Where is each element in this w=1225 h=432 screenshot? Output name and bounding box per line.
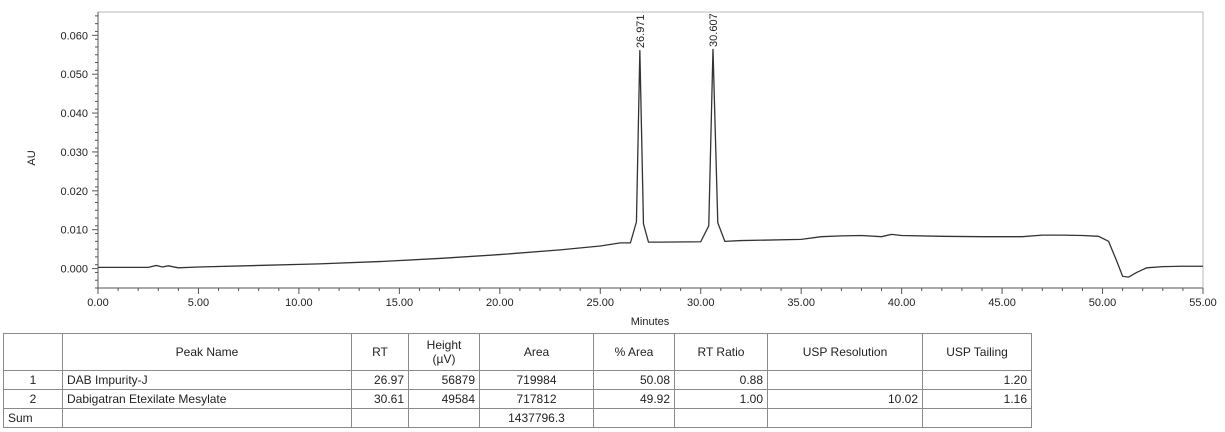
peak-rt-label: 30.607 xyxy=(708,13,720,47)
cell-height xyxy=(408,408,480,428)
col-header-rt: RT xyxy=(351,333,409,371)
x-tick-label: 55.00 xyxy=(1189,297,1217,309)
y-axis-title: AU xyxy=(26,150,38,165)
cell-peak-name: DAB Impurity-J xyxy=(62,370,352,390)
y-tick-label: 0.010 xyxy=(60,225,88,237)
cell-usp-resolution: 10.02 xyxy=(767,389,923,409)
cell-index: Sum xyxy=(3,408,63,428)
table-row: 2 Dabigatran Etexilate Mesylate 30.61 49… xyxy=(3,389,1032,409)
y-tick-label: 0.020 xyxy=(60,186,88,198)
cell-rt: 30.61 xyxy=(351,389,409,409)
col-header-area: Area xyxy=(479,333,594,371)
peak-results-table: Peak Name RT Height (µV) Area % Area RT … xyxy=(3,333,1032,428)
y-tick-label: 0.040 xyxy=(60,108,88,120)
x-axis-title: Minutes xyxy=(631,316,670,328)
x-tick-label: 50.00 xyxy=(1089,297,1117,309)
cell-rt xyxy=(351,408,409,428)
x-tick-label: 30.00 xyxy=(687,297,715,309)
cell-area: 1437796.3 xyxy=(479,408,594,428)
table-header-row: Peak Name RT Height (µV) Area % Area RT … xyxy=(3,333,1032,371)
y-tick-label: 0.050 xyxy=(60,69,88,81)
col-header-index xyxy=(3,333,63,371)
cell-pct-area xyxy=(593,408,675,428)
peak-annotations: 26.971 30.607 xyxy=(635,13,720,48)
col-header-usp-resolution: USP Resolution xyxy=(767,333,923,371)
cell-usp-tailing: 1.20 xyxy=(922,370,1032,390)
col-header-height: Height (µV) xyxy=(408,333,480,371)
x-tick-label: 45.00 xyxy=(988,297,1016,309)
cell-index: 1 xyxy=(3,370,63,390)
cell-area: 717812 xyxy=(479,389,594,409)
y-tick-label: 0.060 xyxy=(60,30,88,42)
x-tick-label: 20.00 xyxy=(486,297,514,309)
cell-index: 2 xyxy=(3,389,63,409)
x-tick-label: 40.00 xyxy=(888,297,916,309)
table-row: 1 DAB Impurity-J 26.97 56879 719984 50.0… xyxy=(3,370,1032,390)
chromatogram-trace xyxy=(98,48,1203,278)
peak-rt-label: 26.971 xyxy=(635,14,647,48)
chromatogram-chart: 0.00 5.00 10.00 15.00 20.00 25.00 30.00 35.00 40… xyxy=(26,11,1217,328)
cell-rt: 26.97 xyxy=(351,370,409,390)
cell-height: 49584 xyxy=(408,389,480,409)
plot-frame xyxy=(97,11,1204,289)
cell-usp-tailing xyxy=(922,408,1032,428)
cell-usp-resolution xyxy=(767,370,923,390)
y-tick-label: 0.030 xyxy=(60,147,88,159)
x-tick-label: 5.00 xyxy=(188,297,209,309)
cell-pct-area: 49.92 xyxy=(593,389,675,409)
cell-peak-name xyxy=(62,408,352,428)
cell-usp-tailing: 1.16 xyxy=(922,389,1032,409)
col-header-peak-name: Peak Name xyxy=(62,333,352,371)
table-row-sum: Sum 1437796.3 xyxy=(3,408,1032,428)
cell-height: 56879 xyxy=(408,370,480,390)
x-tick-label: 0.00 xyxy=(87,297,108,309)
cell-peak-name: Dabigatran Etexilate Mesylate xyxy=(62,389,352,409)
col-header-pct-area: % Area xyxy=(593,333,675,371)
y-tick-label: 0.000 xyxy=(60,264,88,276)
col-header-usp-tailing: USP Tailing xyxy=(922,333,1032,371)
x-axis-ticks: 0.00 5.00 10.00 15.00 20.00 25.00 30.00 35.00 40… xyxy=(87,288,1217,309)
x-tick-label: 15.00 xyxy=(386,297,414,309)
cell-usp-resolution xyxy=(767,408,923,428)
x-tick-label: 35.00 xyxy=(787,297,815,309)
col-header-rt-ratio: RT Ratio xyxy=(674,333,768,371)
x-tick-label: 10.00 xyxy=(285,297,313,309)
cell-area: 719984 xyxy=(479,370,594,390)
cell-pct-area: 50.08 xyxy=(593,370,675,390)
y-axis-ticks: 0.000 0.010 0.020 0.030 0.040 0.050 0.060 xyxy=(60,15,98,289)
cell-rt-ratio: 0.88 xyxy=(674,370,768,390)
cell-rt-ratio: 1.00 xyxy=(674,389,768,409)
x-tick-label: 25.00 xyxy=(587,297,615,309)
cell-rt-ratio xyxy=(674,408,768,428)
